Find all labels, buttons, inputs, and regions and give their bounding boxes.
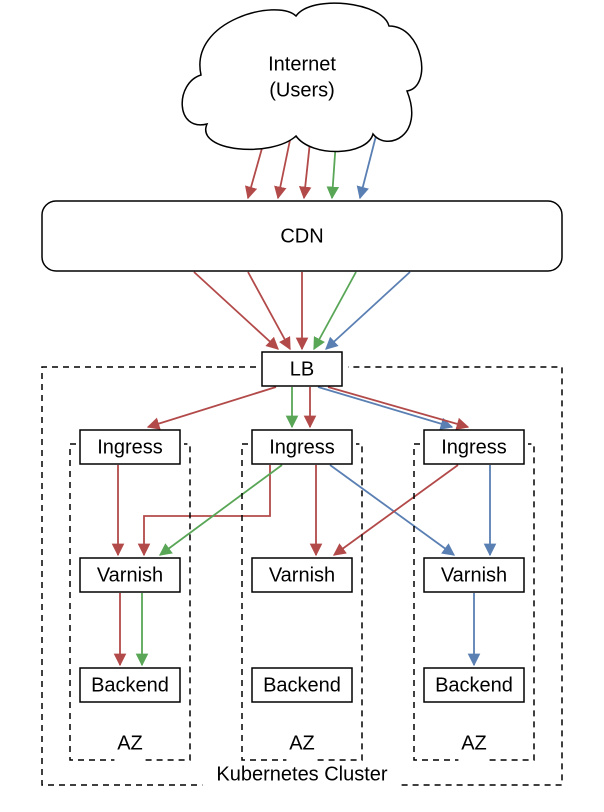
cdn-label: CDN	[280, 225, 323, 247]
ingress3-label: Ingress	[441, 436, 507, 458]
ingress2-box: Ingress	[252, 430, 352, 464]
backend3-label: Backend	[435, 674, 513, 696]
ingress2-label: Ingress	[269, 436, 335, 458]
architecture-diagram: Kubernetes Cluster AZ AZ AZ Internet (User…	[0, 0, 604, 812]
cdn-box: CDN	[42, 201, 562, 271]
edge-internet-cdn	[304, 142, 310, 198]
edge-cdn-lb	[194, 272, 278, 349]
backend1-box: Backend	[80, 668, 180, 702]
varnish2-label: Varnish	[269, 564, 335, 586]
varnish3-box: Varnish	[424, 558, 524, 592]
backend3-box: Backend	[424, 668, 524, 702]
edge-cdn-lb	[326, 272, 410, 349]
cluster-label: Kubernetes Cluster	[216, 763, 388, 785]
edge-internet-cdn	[278, 140, 290, 198]
az-label: AZ	[461, 732, 487, 754]
az-label: AZ	[117, 732, 143, 754]
ingress1-label: Ingress	[97, 436, 163, 458]
internet-label-1: Internet	[268, 53, 336, 75]
edge-cdn-lb	[248, 272, 290, 349]
edge-ingress3-varnish2	[334, 465, 458, 555]
edge-ingress2-varnish1	[160, 465, 282, 555]
edge-lb-ingress3	[328, 387, 468, 427]
edge-cdn-lb	[314, 272, 356, 349]
lb-label: LB	[290, 358, 314, 380]
backend1-label: Backend	[91, 674, 169, 696]
varnish1-box: Varnish	[80, 558, 180, 592]
az-box	[70, 444, 190, 760]
backend2-label: Backend	[263, 674, 341, 696]
varnish1-label: Varnish	[97, 564, 163, 586]
edge-lb-ingress1	[148, 387, 276, 427]
backend2-box: Backend	[252, 668, 352, 702]
varnish2-box: Varnish	[252, 558, 352, 592]
edge-ingress2-varnish3	[330, 465, 454, 555]
az-box	[242, 444, 362, 760]
ingress1-box: Ingress	[80, 430, 180, 464]
edge-ingress2-varnish1	[144, 465, 270, 555]
az-label: AZ	[289, 732, 315, 754]
varnish3-label: Varnish	[441, 564, 507, 586]
internet-label-2: (Users)	[269, 79, 335, 101]
edge-lb-ingress3	[318, 387, 452, 427]
ingress3-box: Ingress	[424, 430, 524, 464]
lb-box: LB	[262, 352, 342, 386]
internet-cloud: Internet (Users)	[182, 3, 422, 151]
